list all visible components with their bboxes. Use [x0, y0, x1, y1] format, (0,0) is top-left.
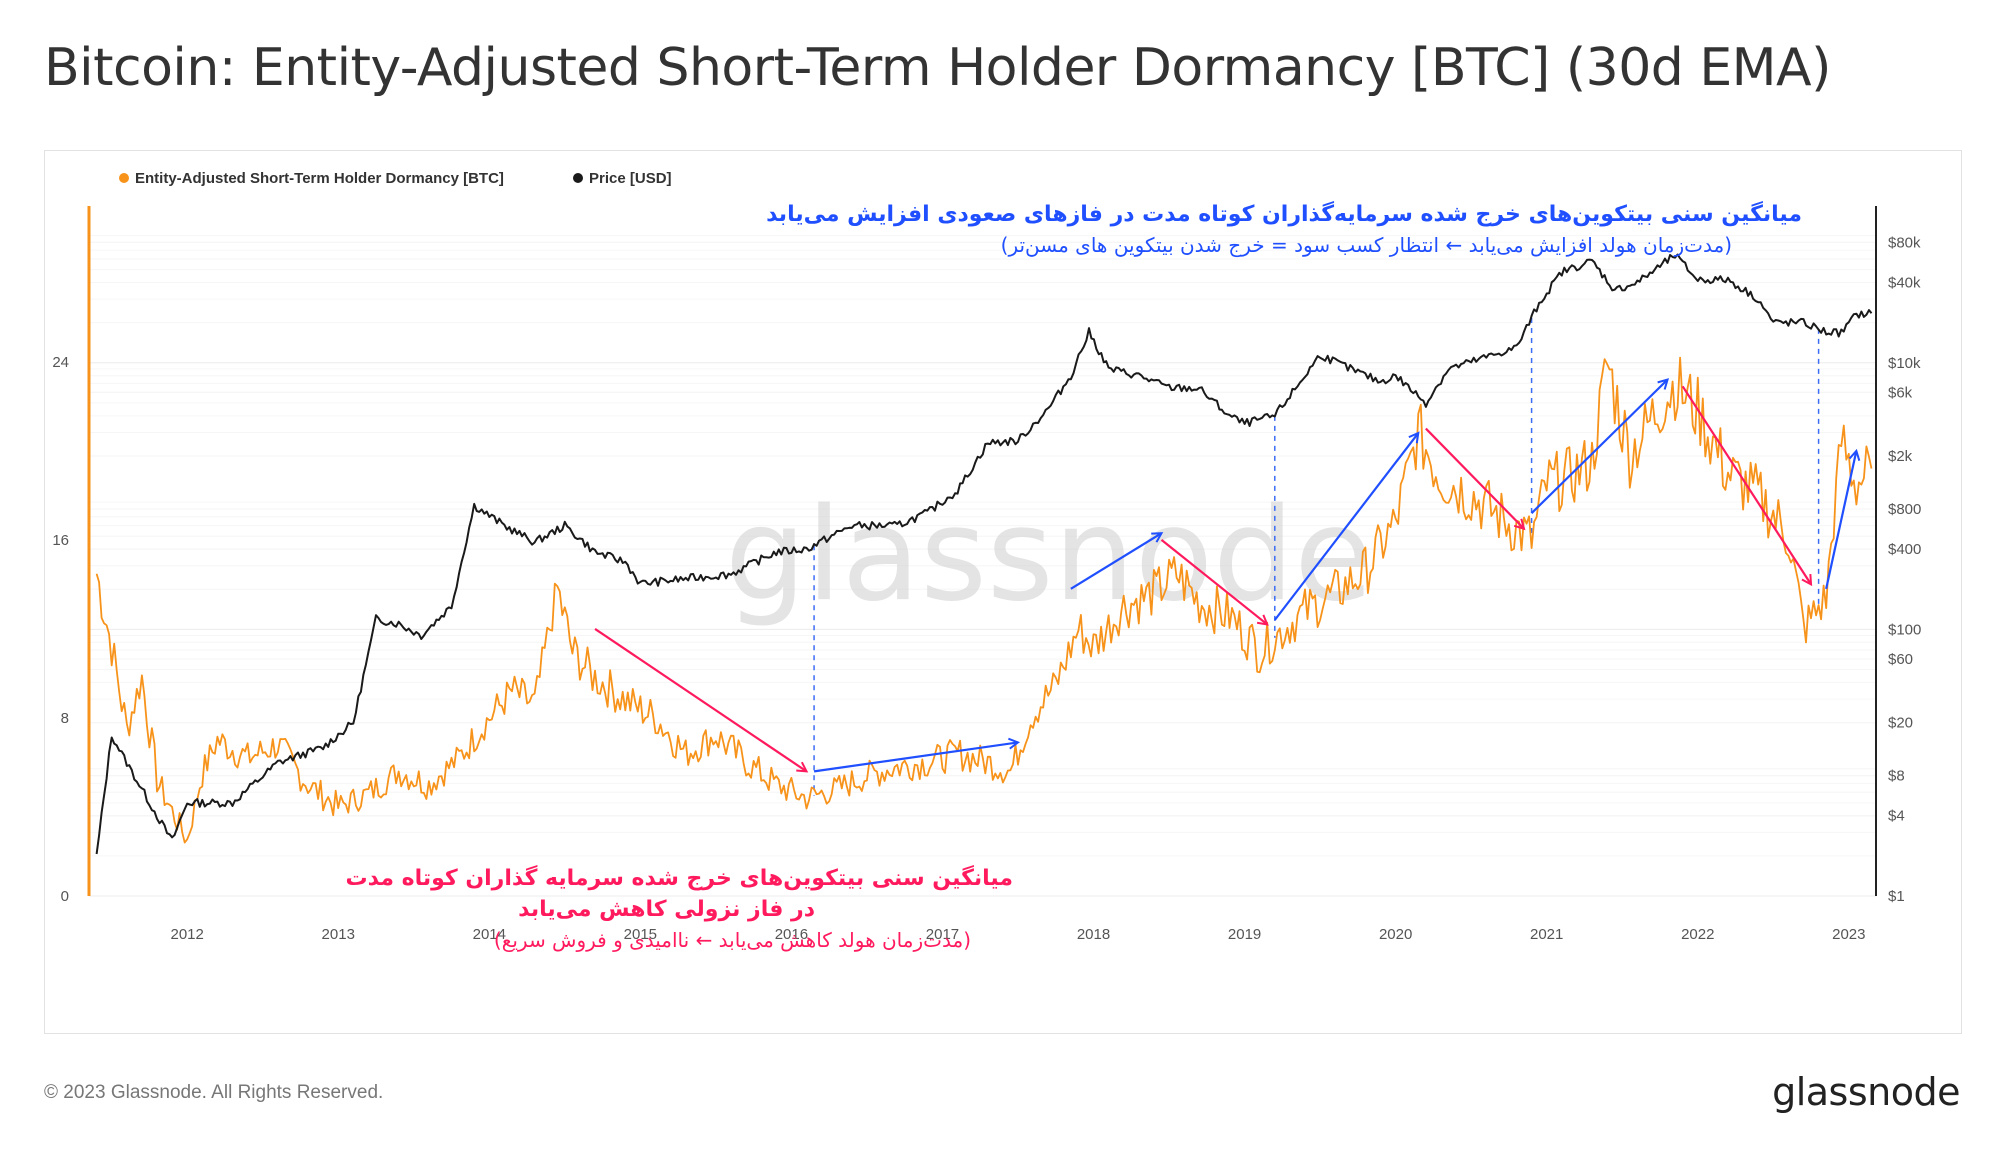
right-tick-label: $1 — [1888, 888, 1905, 905]
right-tick-label: $800 — [1888, 501, 1921, 518]
page-title: Bitcoin: Entity-Adjusted Short-Term Hold… — [44, 38, 1831, 98]
up-arrow — [1070, 533, 1162, 590]
footer-logo: glassnode — [1772, 1070, 1960, 1114]
down-arrow — [1425, 427, 1524, 529]
legend-price-marker — [573, 173, 583, 183]
right-tick-label: $4 — [1888, 808, 1905, 825]
up-arrow — [1530, 380, 1668, 514]
up-arrow — [1825, 451, 1856, 590]
guide-lines — [813, 317, 1820, 796]
x-tick-label: 2016 — [775, 926, 808, 943]
x-tick-label: 2014 — [473, 926, 506, 943]
annotation-down-title-1: میانگین سنی بیتکوین‌های خرج شده سرمایه گ… — [346, 864, 1013, 891]
x-tick-label: 2021 — [1530, 926, 1563, 943]
up-arrow — [1273, 433, 1419, 621]
x-tick-label: 2015 — [624, 926, 657, 943]
x-tick-label: 2013 — [322, 926, 355, 943]
left-axis-ticks: 0 8 16 24 — [52, 354, 69, 905]
left-tick-label: 24 — [52, 354, 69, 371]
legend-dormancy-label: Entity-Adjusted Short-Term Holder Dorman… — [135, 170, 504, 187]
footer-copyright: © 2023 Glassnode. All Rights Reserved. — [44, 1082, 384, 1103]
up-arrow — [813, 742, 1018, 773]
chart-svg: glassnode 0 8 16 24 $1 $4 $8 $20 $60 $100 $400 $80… — [52, 170, 1921, 952]
right-tick-label: $6k — [1888, 384, 1913, 401]
legend-price-label: Price [USD] — [589, 170, 672, 187]
x-tick-label: 2019 — [1228, 926, 1261, 943]
x-tick-label: 2012 — [170, 926, 203, 943]
left-tick-label: 0 — [61, 888, 69, 905]
grid — [89, 235, 1876, 897]
series-layer — [95, 253, 1873, 855]
right-tick-label: $40k — [1888, 275, 1921, 292]
chart-panel: glassnode 0 8 16 24 $1 $4 $8 $20 $60 $100 $400 $80… — [44, 150, 1962, 1034]
series-dormancy-line — [95, 356, 1873, 844]
annotation-down-subtitle: (مدت‌زمان هولد کاهش می‌یابد ← ناامیدی و … — [494, 928, 971, 952]
x-tick-label: 2023 — [1832, 926, 1865, 943]
annotation-up: میانگین سنی بیتکوین‌های خرج شده سرمایه‌گ… — [766, 200, 1802, 257]
down-arrow — [1160, 539, 1268, 625]
right-tick-label: $20 — [1888, 715, 1913, 732]
right-axis-ticks: $1 $4 $8 $20 $60 $100 $400 $800 $2k $6k $10k $40k $8… — [1888, 234, 1921, 905]
x-tick-label: 2022 — [1681, 926, 1714, 943]
annotation-down: میانگین سنی بیتکوین‌های خرج شده سرمایه گ… — [346, 864, 1013, 952]
annotation-up-subtitle: (مدت‌زمان هولد افزایش می‌یابد ← انتظار ک… — [1001, 233, 1732, 257]
annotation-up-title: میانگین سنی بیتکوین‌های خرج شده سرمایه‌گ… — [766, 200, 1802, 227]
series-price-line — [95, 253, 1873, 855]
down-arrow — [594, 627, 806, 771]
right-tick-label: $60 — [1888, 651, 1913, 668]
annotation-arrows — [594, 380, 1856, 773]
x-tick-label: 2020 — [1379, 926, 1412, 943]
down-arrow — [1681, 385, 1811, 584]
right-tick-label: $100 — [1888, 621, 1921, 638]
x-axis-ticks: 2012 2013 2014 2015 2016 2017 2018 2019 2020 2021… — [170, 926, 1865, 943]
right-tick-label: $80k — [1888, 234, 1921, 251]
left-tick-label: 16 — [52, 532, 69, 549]
right-tick-label: $8 — [1888, 768, 1905, 785]
watermark: glassnode — [725, 481, 1373, 630]
annotation-down-title-2: در فاز نزولی کاهش می‌یابد — [518, 897, 815, 922]
right-tick-label: $10k — [1888, 355, 1921, 372]
legend-dormancy-marker — [119, 173, 129, 183]
legend: Entity-Adjusted Short-Term Holder Dorman… — [119, 170, 672, 187]
x-tick-label: 2018 — [1077, 926, 1110, 943]
x-tick-label: 2017 — [926, 926, 959, 943]
right-tick-label: $2k — [1888, 448, 1913, 465]
left-tick-label: 8 — [61, 710, 69, 727]
right-tick-label: $400 — [1888, 541, 1921, 558]
